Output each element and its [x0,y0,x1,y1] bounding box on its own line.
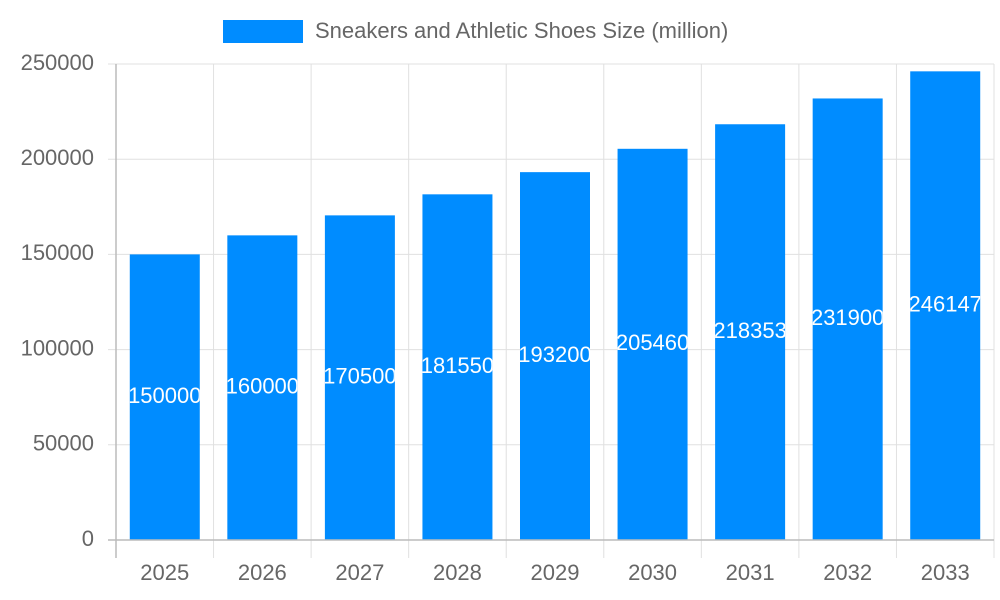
x-tick-label: 2025 [140,560,189,585]
bar [520,172,590,540]
value-label: 181550 [421,353,494,378]
value-label: 218353 [713,318,786,343]
bar [617,148,688,541]
y-tick-label: 50000 [33,431,94,456]
bar [715,124,786,540]
bar [324,215,395,541]
x-tick-label: 2027 [335,560,384,585]
x-tick-label: 2030 [628,560,677,585]
value-label: 160000 [226,373,299,398]
y-tick-label: 100000 [21,335,94,360]
bar [910,71,981,540]
bar [129,254,200,540]
y-tick-label: 150000 [21,240,94,265]
x-tick-label: 2029 [531,560,580,585]
y-tick-label: 250000 [21,50,94,75]
legend-swatch [223,20,303,43]
value-label: 150000 [128,383,201,408]
bar [227,235,298,541]
x-tick-label: 2026 [238,560,287,585]
value-label: 246147 [909,291,982,316]
value-label: 205460 [616,330,689,355]
x-tick-label: 2032 [823,560,872,585]
x-tick-label: 2033 [921,560,970,585]
bar [422,194,493,540]
value-label: 231900 [811,305,884,330]
y-tick-label: 0 [82,526,94,551]
legend-label: Sneakers and Athletic Shoes Size (millio… [315,18,728,43]
bar [812,98,883,540]
y-tick-label: 200000 [21,145,94,170]
x-tick-label: 2031 [726,560,775,585]
x-tick-label: 2028 [433,560,482,585]
value-label: 193200 [518,342,591,367]
value-label: 170500 [323,363,396,388]
